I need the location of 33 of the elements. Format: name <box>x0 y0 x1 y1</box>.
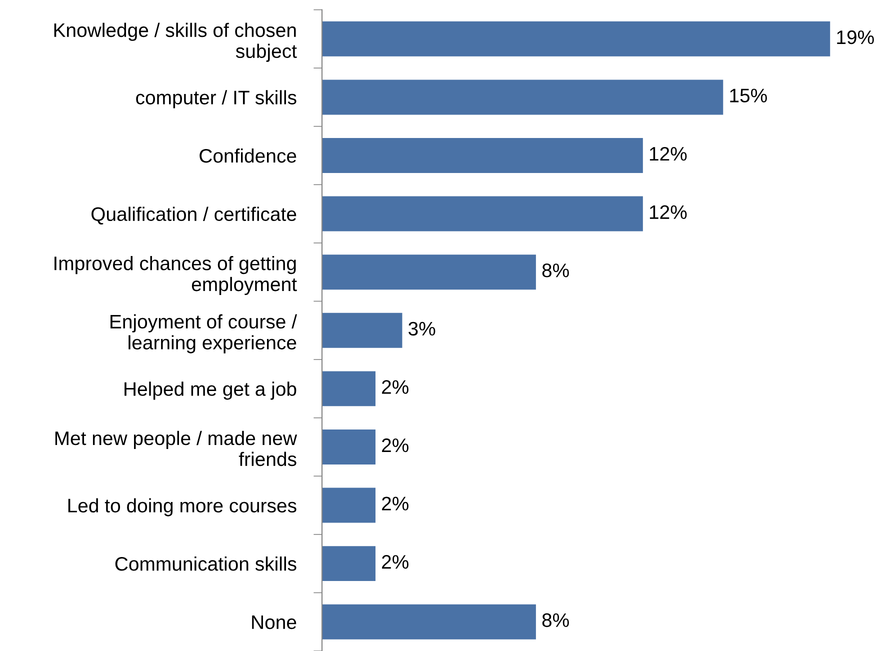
bar <box>322 488 376 523</box>
data-label: 2% <box>382 380 408 394</box>
data-label: 2% <box>382 555 408 569</box>
y-tick-label: Knowledge / skills of chosen subject <box>54 22 297 62</box>
data-label: 12% <box>650 146 687 161</box>
y-tick-label: Confidence <box>200 148 296 163</box>
bar <box>322 80 724 115</box>
bar <box>322 371 376 406</box>
y-tick-label: computer / IT skills <box>136 90 296 108</box>
y-tick-label: Led to doing more courses <box>68 498 296 516</box>
y-tick-label: Improved chances of getting employment <box>54 256 297 296</box>
bar <box>322 254 536 290</box>
data-label: 2% <box>382 438 408 452</box>
data-label: 2% <box>382 496 408 510</box>
data-label: 15% <box>730 88 767 102</box>
data-label: 3% <box>408 322 436 336</box>
data-label: 12% <box>650 205 687 219</box>
y-tick-label: Helped me get a job <box>124 382 296 400</box>
bar <box>322 546 376 582</box>
bar <box>322 138 643 173</box>
y-tick-label: Enjoyment of course / learning experience <box>110 314 298 354</box>
y-tick-label: Qualification / certificate <box>92 206 296 225</box>
data-label: 19% <box>837 30 874 44</box>
bar <box>322 312 402 348</box>
bar <box>322 429 376 464</box>
y-tick-label: Met new people / made new friends <box>55 430 298 466</box>
bar <box>322 196 643 232</box>
y-tick-label: None <box>252 616 296 630</box>
bar <box>322 604 536 640</box>
data-label: 8% <box>542 264 569 278</box>
y-tick-label: Communication skills <box>115 556 296 571</box>
bar <box>322 21 830 56</box>
data-label: 8% <box>542 613 569 628</box>
